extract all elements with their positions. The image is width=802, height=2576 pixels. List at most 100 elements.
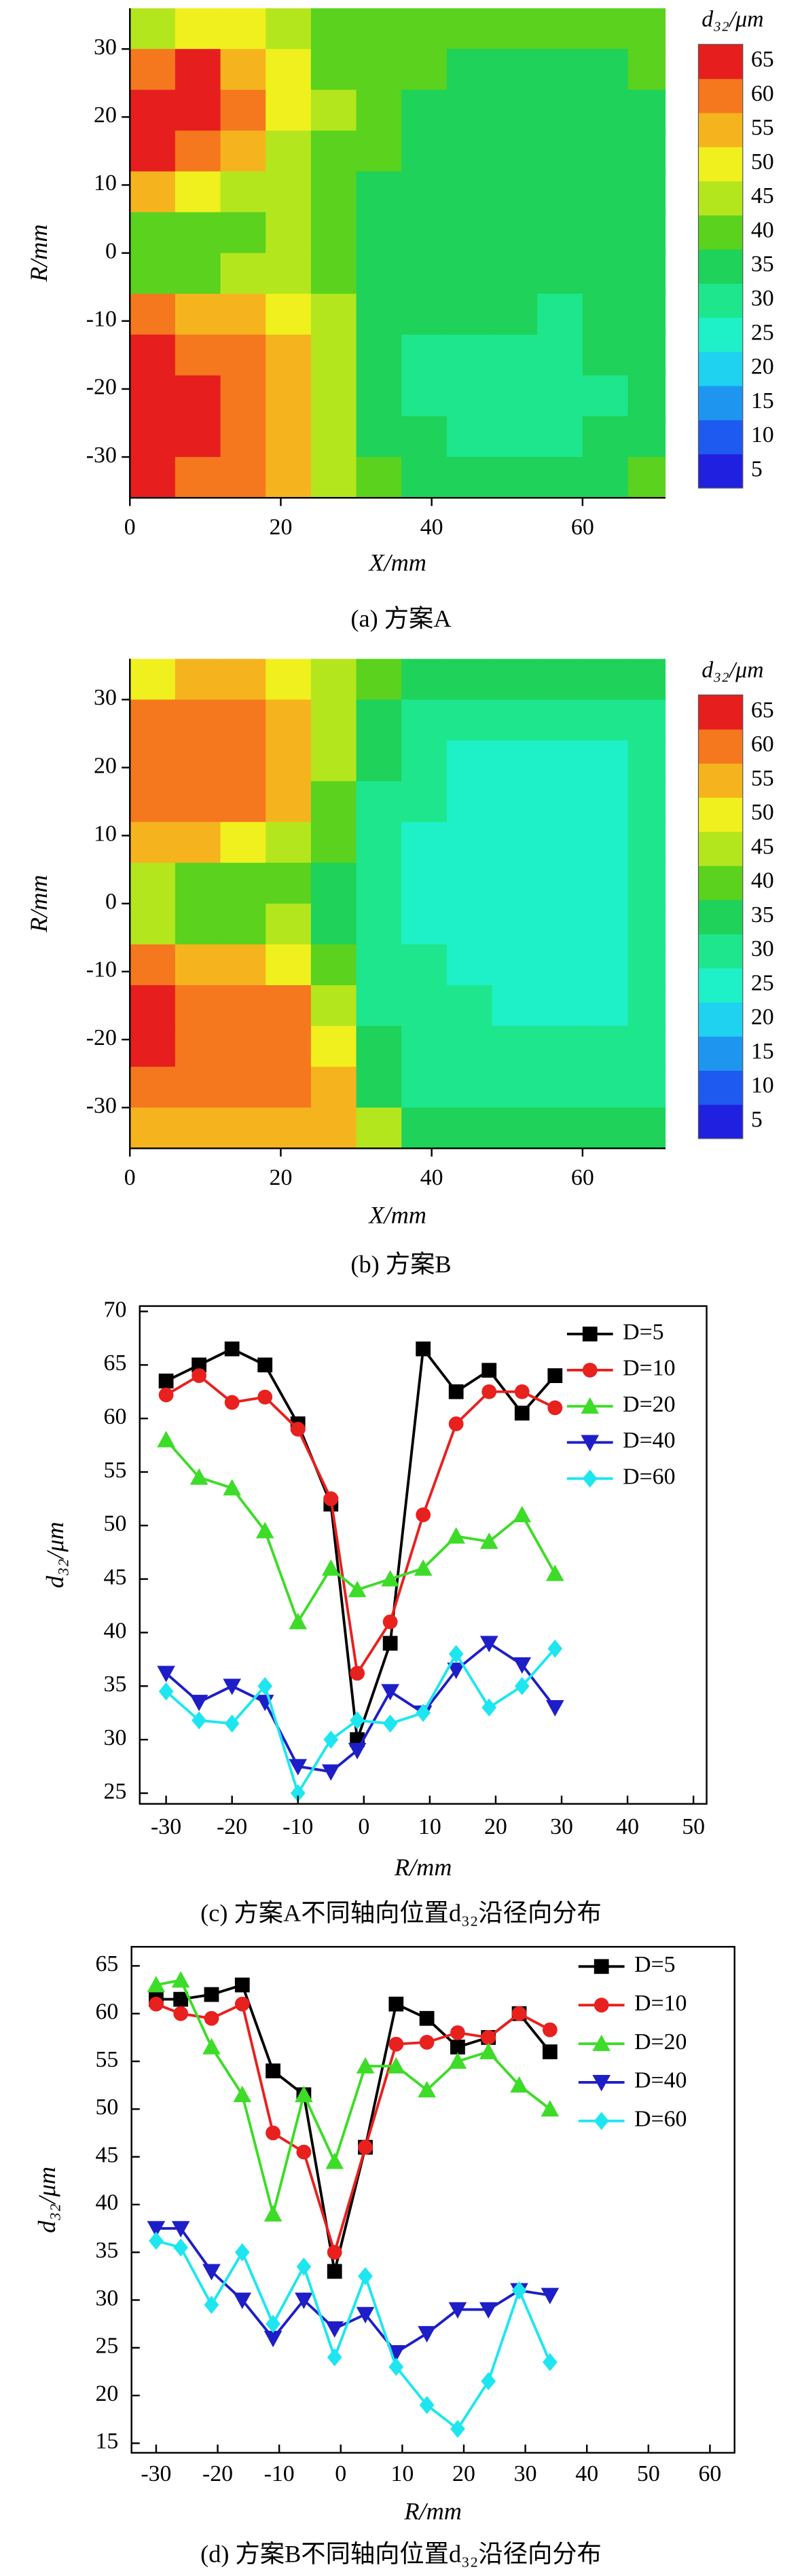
heat-cell [266, 903, 312, 946]
heat-cell [175, 253, 222, 295]
x-tick-label: 0 [124, 515, 136, 540]
x-axis-label: X/mm [367, 1201, 426, 1228]
data-point [173, 2006, 189, 2021]
colorbar-label: 5 [751, 1107, 763, 1132]
heat-cell [130, 740, 177, 782]
heat-cell [492, 944, 539, 987]
heat-cell [266, 130, 312, 172]
heat-cell [627, 130, 666, 172]
heat-cell [356, 293, 403, 336]
data-point [358, 2139, 373, 2155]
data-point [158, 1374, 174, 1388]
data-point [419, 2035, 435, 2050]
data-point [513, 1657, 532, 1674]
x-tick-label: 0 [358, 1814, 369, 1839]
x-tick-label: 20 [270, 515, 293, 540]
data-point [157, 1431, 175, 1448]
heat-cell [582, 781, 629, 824]
heat-cell [401, 659, 448, 701]
heat-cell [537, 416, 584, 458]
heat-cell [401, 781, 448, 824]
colorbar-label: 20 [751, 354, 774, 380]
heat-cell [582, 212, 629, 255]
heat-cell [627, 334, 666, 377]
heat-cell [446, 416, 493, 458]
heat-cell [220, 781, 267, 824]
heat-cell [220, 862, 267, 905]
data-point [192, 1357, 207, 1373]
data-point [416, 1507, 431, 1522]
caption: (d) 方案B不同轴向位置d₃₂沿径向分布 [200, 2540, 602, 2567]
colorbar-frame [697, 694, 744, 1139]
heat-cell [220, 659, 267, 701]
heat-cell [356, 375, 403, 418]
heat-cell [582, 375, 629, 418]
colorbar-label: 65 [751, 697, 774, 722]
colorbar-swatch [698, 44, 743, 79]
y-tick-label: -30 [86, 1093, 117, 1118]
heat-cell [446, 903, 493, 946]
data-point [348, 1743, 367, 1760]
heat-cell [356, 699, 403, 741]
data-point [233, 2085, 252, 2103]
colorbar-swatch [698, 454, 743, 489]
data-point [224, 1714, 240, 1733]
heat-cell [492, 699, 539, 741]
heat-cell [266, 90, 312, 132]
heat-cell [582, 171, 629, 213]
colorbar-label: 40 [751, 868, 774, 894]
heat-cell [356, 334, 403, 377]
data-point [418, 2325, 436, 2343]
colorbar-label: 25 [751, 320, 774, 345]
heat-cell [401, 1026, 448, 1068]
data-point [266, 2315, 280, 2334]
colorbar-label: 10 [751, 1073, 774, 1098]
y-tick-label: 10 [94, 821, 117, 846]
colorbar-label: 45 [751, 183, 774, 208]
heat-cell [537, 1026, 584, 1068]
colorbar-swatch [698, 385, 743, 420]
data-point [234, 1996, 250, 2012]
x-tick-label: 20 [452, 2461, 475, 2486]
colorbar-label: 60 [751, 81, 774, 106]
heat-cell [356, 944, 403, 987]
heat-cell [220, 375, 267, 418]
heat-cell [446, 171, 493, 213]
heat-cell [492, 822, 539, 864]
y-tick-label: -10 [86, 307, 117, 332]
heat-cell [356, 985, 403, 1027]
data-point [327, 2348, 342, 2367]
data-point [481, 1363, 497, 1378]
data-point [321, 1559, 340, 1576]
colorbar-title: d₃₂/μm [701, 657, 763, 682]
heat-cell [582, 985, 629, 1027]
heat-cell [492, 1107, 539, 1149]
data-point [157, 1666, 175, 1682]
heat-cell [130, 334, 177, 377]
heat-cell [266, 416, 312, 458]
heat-cell [220, 90, 267, 132]
x-tick-label: 20 [270, 1165, 293, 1190]
y-tick-label: 50 [95, 2095, 118, 2120]
heat-cell [492, 457, 539, 498]
heat-cell [627, 293, 666, 336]
heat-cell [537, 1107, 584, 1149]
y-tick-label: -30 [86, 443, 117, 468]
heat-cell [130, 1067, 177, 1109]
y-tick-label: 60 [104, 1404, 127, 1429]
colorbar-swatch [698, 351, 743, 386]
heat-cell [310, 862, 358, 905]
heat-cell [220, 334, 267, 377]
heat-cell [446, 862, 493, 905]
heat-cell [310, 293, 358, 336]
data-point [541, 2287, 560, 2304]
heatmap [130, 659, 666, 1149]
data-point [382, 1636, 398, 1651]
heat-cell [537, 862, 584, 905]
data-point [514, 1405, 530, 1421]
colorbar-label: 20 [751, 1005, 774, 1030]
legend-label: D=10 [623, 1356, 675, 1381]
colorbar-swatch [698, 1036, 743, 1071]
heat-cell [220, 1026, 267, 1068]
heat-cell [446, 90, 493, 132]
